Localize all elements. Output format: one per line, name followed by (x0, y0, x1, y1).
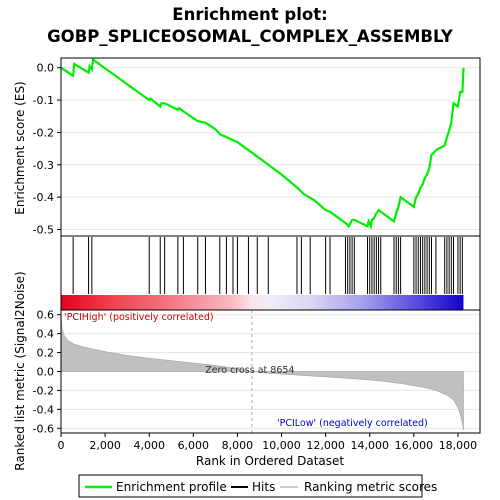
metric-y-tick-label: 0.0 (37, 366, 55, 379)
metric-y-tick-label: 0.4 (37, 328, 55, 341)
rank-color-band (61, 295, 464, 310)
metric-y-axis-label: Ranked list metric (Signal2Noise) (13, 271, 27, 470)
metric-x-tick-label: 10,000 (262, 439, 301, 452)
plot-title-line2: GOBP_SPLICEOSOMAL_COMPLEX_ASSEMBLY (47, 27, 454, 46)
metric-x-tick-label: 2,000 (89, 439, 121, 452)
metric-y-tick-label: -0.2 (33, 384, 54, 397)
legend-hits-label: Hits (252, 480, 275, 494)
metric-x-tick-label: 6,000 (178, 439, 210, 452)
metric-y-tick-label: 0.6 (37, 309, 55, 322)
es-curve (60, 57, 465, 231)
metric-x-tick-label: 18,000 (439, 439, 478, 452)
negative-correlation-label: 'PCILow' (negatively correlated) (277, 418, 428, 429)
zero-cross-label: Zero cross at 8654 (205, 365, 294, 376)
metric-x-axis-label: Rank in Ordered Dataset (196, 454, 344, 468)
metric-y-tick-label: 0.2 (37, 347, 55, 360)
es-grid (61, 67, 480, 231)
es-y-tick-label: -0.3 (33, 159, 54, 172)
metric-area (60, 312, 464, 431)
es-y-axis-label: Enrichment score (ES) (13, 81, 27, 214)
legend-metric-label: Ranking metric scores (304, 480, 437, 494)
es-panel-background (61, 58, 480, 236)
metric-x-tick-label: 0 (58, 439, 65, 452)
metric-y-tick-label: -0.4 (33, 403, 54, 416)
legend-enrichment-label: Enrichment profile (116, 480, 227, 494)
metric-y-tick-label: -0.6 (33, 422, 54, 435)
es-y-tick-label: -0.1 (33, 94, 54, 107)
positive-correlation-label: 'PCIHigh' (positively correlated) (64, 312, 214, 323)
legend: Enrichment profile Hits Ranking metric s… (78, 474, 437, 498)
metric-x-ticks: 0 2,000 4,000 6,000 8,000 10,000 12,000 14,000 1… (58, 433, 478, 452)
es-y-tick-label: -0.4 (33, 191, 54, 204)
plot-title-line1: Enrichment plot: (172, 5, 327, 24)
metric-x-tick-label: 8,000 (222, 439, 254, 452)
metric-panel: Zero cross at 8654 'PCIHigh' (positively… (13, 271, 481, 471)
metric-x-tick-label: 12,000 (306, 439, 345, 452)
es-panel: 0.0 -0.1 -0.2 -0.3 -0.4 -0.5 Enrichment score… (13, 57, 481, 237)
metric-panel-frame (60, 309, 481, 434)
metric-y-ticks: 0.6 0.4 0.2 0.0 -0.2 -0.4 -0.6 (33, 309, 61, 435)
es-y-ticks: 0.0 -0.1 -0.2 -0.3 -0.4 -0.5 (33, 62, 61, 237)
legend-box (78, 474, 423, 498)
es-y-tick-label: -0.2 (33, 126, 54, 139)
es-y-tick-label: 0.0 (37, 62, 55, 75)
hit-markers (72, 237, 463, 294)
metric-x-tick-label: 14,000 (350, 439, 389, 452)
hits-panel (60, 235, 481, 311)
metric-x-tick-label: 4,000 (133, 439, 165, 452)
es-y-tick-label: -0.5 (33, 224, 54, 237)
metric-x-tick-label: 16,000 (395, 439, 434, 452)
